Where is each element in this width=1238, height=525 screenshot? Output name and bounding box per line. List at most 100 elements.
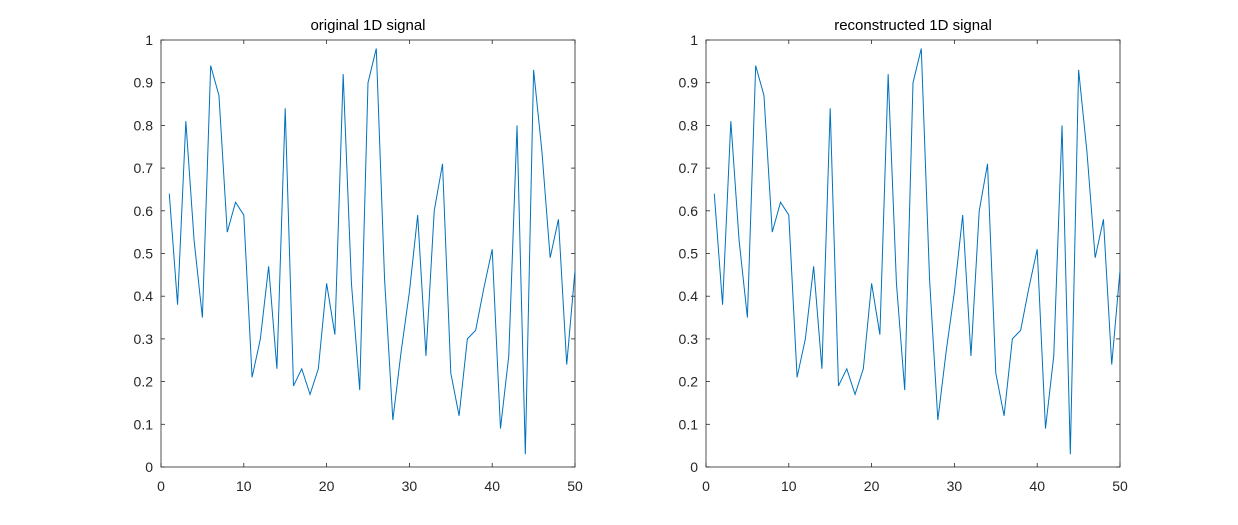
- y-tick-label: 0.8: [679, 117, 699, 133]
- series-line: [713, 48, 1121, 455]
- y-tick-label: 0.7: [679, 160, 699, 176]
- data-point: [788, 215, 789, 216]
- axes-reconstructed: reconstructed 1D signal 0 10 20 30 40 50 0 0.1 0…: [679, 17, 1128, 494]
- y-tick-label: 0.3: [134, 331, 154, 347]
- data-point: [730, 121, 731, 122]
- y-tick-label: 0.5: [679, 246, 699, 262]
- data-point: [459, 415, 460, 416]
- data-point: [550, 257, 551, 258]
- data-point: [714, 193, 715, 194]
- data-point: [384, 279, 385, 280]
- y-tick-label: 0.3: [679, 331, 699, 347]
- data-point: [401, 351, 402, 352]
- data-point: [525, 454, 526, 455]
- data-point: [929, 279, 930, 280]
- data-point: [409, 291, 410, 292]
- y-tick-label: 0.1: [134, 416, 154, 432]
- data-point: [417, 215, 418, 216]
- x-tick-label: 50: [1112, 478, 1128, 494]
- data-point: [797, 377, 798, 378]
- data-point: [1053, 355, 1054, 356]
- y-tick-label: 0: [145, 459, 153, 475]
- data-point: [343, 74, 344, 75]
- data-point: [763, 95, 764, 96]
- data-point: [202, 317, 203, 318]
- data-point: [276, 368, 277, 369]
- data-point: [475, 330, 476, 331]
- data-point: [359, 390, 360, 391]
- axes-original: original 1D signal 0 10 20 30 40 50 0 0.1 0.2 0.3…: [134, 17, 583, 494]
- x-tick-label: 10: [781, 478, 797, 494]
- y-tick-label: 0.9: [679, 75, 699, 91]
- data-point: [921, 48, 922, 49]
- data-point: [492, 249, 493, 250]
- data-point: [780, 202, 781, 203]
- x-tick-label: 30: [402, 478, 418, 494]
- data-point: [566, 364, 567, 365]
- data-point: [533, 69, 534, 70]
- data-point: [235, 202, 236, 203]
- data-point: [879, 334, 880, 335]
- y-tick-label: 0.4: [679, 288, 699, 304]
- data-point: [821, 368, 822, 369]
- data-point: [937, 420, 938, 421]
- data-point: [846, 368, 847, 369]
- data-point: [896, 283, 897, 284]
- data-point: [392, 420, 393, 421]
- data-point: [243, 215, 244, 216]
- x-tick-label: 40: [484, 478, 500, 494]
- data-point: [169, 193, 170, 194]
- data-point: [1037, 249, 1038, 250]
- data-point: [1062, 125, 1063, 126]
- data-point: [805, 338, 806, 339]
- data-point: [541, 151, 542, 152]
- data-point: [913, 82, 914, 83]
- data-point: [863, 368, 864, 369]
- data-point: [830, 108, 831, 109]
- data-point: [310, 394, 311, 395]
- data-point: [1020, 330, 1021, 331]
- data-point: [483, 287, 484, 288]
- y-tick-label: 0.5: [134, 246, 154, 262]
- y-tick-label: 0.4: [134, 288, 154, 304]
- data-point: [987, 163, 988, 164]
- data-point: [227, 232, 228, 233]
- y-tick-label: 0.6: [134, 203, 154, 219]
- data-point: [210, 65, 211, 66]
- data-point: [500, 428, 501, 429]
- y-tick-label: 0.6: [679, 203, 699, 219]
- y-tick-label: 0.2: [679, 374, 699, 390]
- data-point: [425, 355, 426, 356]
- x-tick-label: 50: [567, 478, 583, 494]
- data-point: [954, 291, 955, 292]
- data-point: [450, 373, 451, 374]
- data-point: [252, 377, 253, 378]
- data-point: [1120, 270, 1121, 271]
- data-point: [722, 304, 723, 305]
- x-tick-label: 0: [702, 478, 710, 494]
- data-point: [1103, 219, 1104, 220]
- data-point: [755, 65, 756, 66]
- data-point: [285, 108, 286, 109]
- data-point: [260, 338, 261, 339]
- x-tick-label: 40: [1029, 478, 1045, 494]
- data-point: [351, 283, 352, 284]
- data-point: [293, 385, 294, 386]
- data-point: [888, 74, 889, 75]
- data-point: [268, 266, 269, 267]
- data-point: [1078, 69, 1079, 70]
- data-point: [838, 385, 839, 386]
- x-tick-label: 30: [947, 478, 963, 494]
- data-point: [177, 304, 178, 305]
- data-point: [1028, 287, 1029, 288]
- data-point: [1095, 257, 1096, 258]
- data-point: [962, 215, 963, 216]
- x-tick-label: 10: [236, 478, 252, 494]
- data-point: [558, 219, 559, 220]
- x-tick-label: 0: [157, 478, 165, 494]
- data-point: [1004, 415, 1005, 416]
- data-point: [1070, 454, 1071, 455]
- data-point: [772, 232, 773, 233]
